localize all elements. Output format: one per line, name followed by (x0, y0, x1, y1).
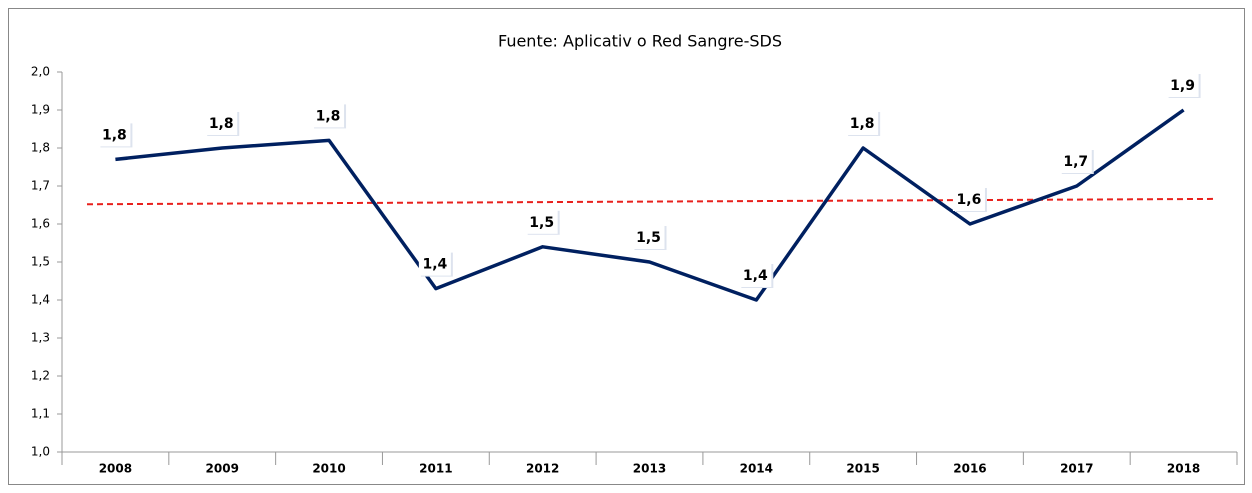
value-label: 1,8 (850, 116, 875, 132)
y-tick-label: 1,5 (31, 255, 50, 269)
label-box (846, 111, 879, 135)
chart-border (8, 8, 1245, 485)
x-tick-label: 2011 (419, 462, 452, 476)
value-label: 1,4 (743, 268, 768, 284)
y-tick-label: 1,0 (31, 445, 50, 459)
value-label: 1,9 (1170, 78, 1195, 94)
label-box (418, 251, 451, 276)
value-label: 1,8 (209, 116, 234, 132)
x-tick-label: 2010 (312, 462, 345, 476)
y-tick-label: 1,9 (31, 103, 50, 117)
label-box (205, 111, 238, 135)
y-tick-label: 1,7 (31, 179, 50, 193)
value-label: 1,5 (529, 215, 554, 231)
y-tick-label: 1,4 (31, 293, 50, 307)
x-tick-label: 2008 (99, 462, 132, 476)
label-box (739, 263, 772, 287)
x-tick-label: 2012 (526, 462, 559, 476)
value-label: 1,4 (422, 257, 447, 273)
label-box (952, 187, 985, 211)
x-tick-label: 2009 (206, 462, 239, 476)
y-tick-label: 1,1 (31, 407, 50, 421)
y-tick-label: 1,2 (31, 369, 50, 383)
x-tick-label: 2015 (846, 462, 879, 476)
y-tick-label: 2,0 (31, 65, 50, 79)
value-label: 1,6 (957, 192, 982, 208)
data-line (115, 108, 1185, 302)
y-tick-label: 1,8 (31, 141, 50, 155)
label-box (1166, 73, 1199, 97)
y-tick-label: 1,3 (31, 331, 50, 345)
x-tick-label: 2016 (953, 462, 986, 476)
x-tick-label: 2014 (740, 462, 773, 476)
y-tick-label: 1,6 (31, 217, 50, 231)
value-label: 1,7 (1063, 154, 1088, 170)
label-box (525, 209, 558, 234)
value-label: 1,5 (636, 230, 661, 246)
chart-title: Fuente: Aplicativ o Red Sangre-SDS (498, 32, 782, 51)
label-box (632, 225, 665, 249)
label-box (98, 122, 131, 147)
x-tick-label: 2017 (1060, 462, 1093, 476)
label-box (1059, 149, 1092, 173)
value-label: 1,8 (316, 108, 341, 124)
x-tick-label: 2013 (633, 462, 666, 476)
trendline (86, 197, 1214, 206)
x-tick-label: 2018 (1167, 462, 1200, 476)
value-label: 1,8 (102, 127, 127, 143)
label-box (312, 103, 345, 128)
